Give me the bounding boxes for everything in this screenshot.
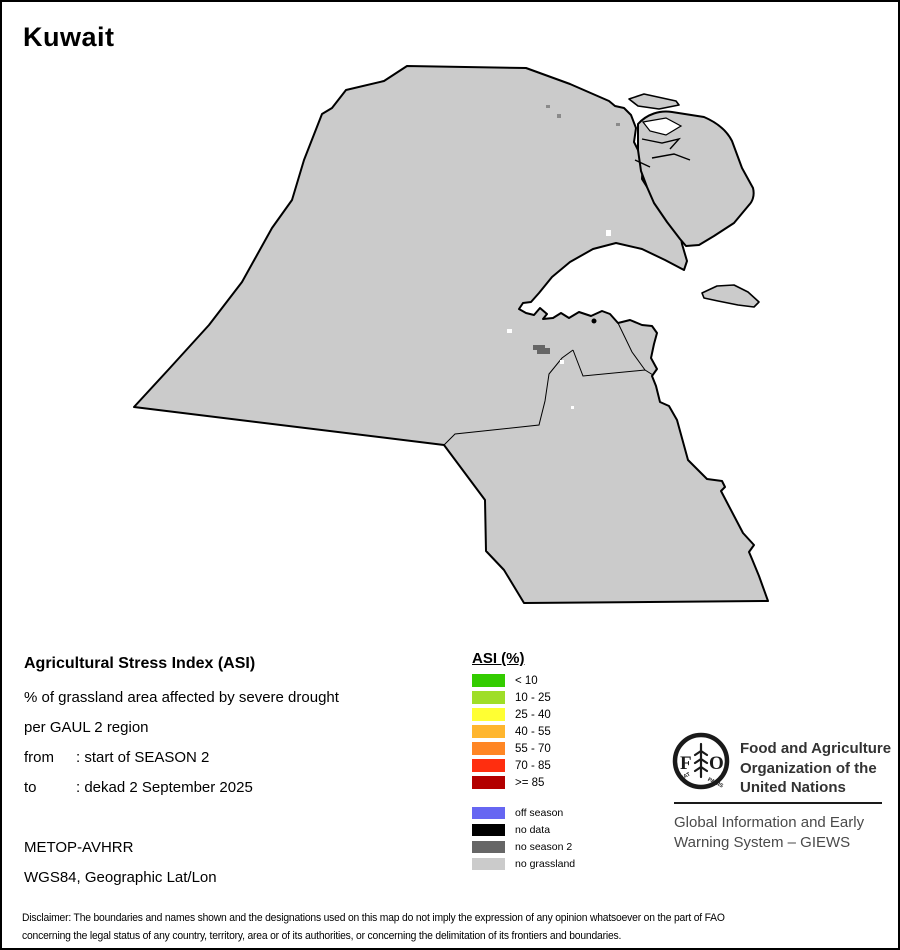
internal-border-north-south	[443, 349, 574, 446]
tidal-creek-line	[641, 137, 682, 150]
legend-row: >= 85	[472, 774, 551, 791]
fao-org-name: Food and Agriculture Organization of the…	[740, 739, 898, 798]
giews-line: Warning System – GIEWS	[674, 834, 851, 851]
legend-swatch	[472, 857, 505, 870]
asi-subtitle-2: per GAUL 2 region	[24, 719, 149, 736]
from-label: from	[24, 749, 54, 766]
asi-heading: Agricultural Stress Index (ASI)	[24, 655, 256, 672]
fao-org-line: Food and Agriculture	[740, 740, 892, 757]
to-value: : dekad 2 September 2025	[76, 779, 253, 796]
legend-swatch	[472, 691, 505, 704]
map-speck	[606, 230, 611, 236]
to-label: to	[24, 779, 37, 796]
fao-logo-letter-o: O	[709, 753, 724, 774]
map-speck	[507, 329, 512, 333]
legend-swatch	[472, 725, 505, 738]
tidal-creek-line	[634, 159, 651, 168]
giews-line: Global Information and Early	[674, 814, 865, 831]
legend-swatch	[472, 708, 505, 721]
fao-org-line: Organization of the	[740, 759, 877, 777]
legend-row: 70 - 85	[472, 757, 551, 774]
legend-label: >= 85	[515, 776, 545, 789]
legend-label: < 10	[515, 674, 538, 687]
map-speck	[571, 406, 574, 409]
fao-motto-fiat: FIAT	[678, 771, 692, 782]
legend-swatch	[472, 742, 505, 755]
fao-org-line: United Nations	[740, 779, 846, 796]
warbah-island	[628, 93, 680, 110]
legend-row: 10 - 25	[472, 689, 551, 706]
map-speck	[616, 123, 620, 126]
fao-divider	[674, 802, 882, 804]
disclaimer-line: Disclaimer: The boundaries and names sho…	[22, 912, 725, 924]
islet-dot	[591, 318, 597, 324]
period-to: to : dekad 2 September 2025	[24, 779, 253, 796]
projection-label: WGS84, Geographic Lat/Lon	[24, 869, 217, 886]
asi-subtitle-1: % of grassland area affected by severe d…	[24, 689, 339, 706]
legend-row: no season 2	[472, 838, 575, 855]
legend-label: 10 - 25	[515, 691, 551, 704]
map-speck	[557, 114, 561, 118]
internal-border-metro	[572, 349, 654, 377]
sensor-label: METOP-AVHRR	[24, 839, 134, 856]
from-value: : start of SEASON 2	[76, 749, 210, 766]
tidal-creek-line	[651, 153, 691, 161]
no-season2-patch	[533, 345, 550, 354]
legend-label: no season 2	[515, 840, 573, 853]
failaka-island	[701, 284, 760, 308]
legend-swatch	[472, 674, 505, 687]
legend-label: 25 - 40	[515, 708, 551, 721]
legend-asi-classes: < 10 10 - 25 25 - 40 40 - 55 55 - 70 70 - 85 >…	[472, 672, 551, 791]
disclaimer: Disclaimer: The boundaries and names sho…	[22, 910, 882, 945]
tidal-creeks	[641, 117, 683, 136]
disclaimer-line: concerning the legal status of any count…	[22, 929, 622, 942]
legend-label: off season	[515, 806, 564, 819]
map-speck	[560, 360, 564, 364]
map-speck	[546, 105, 550, 108]
legend-label: no data	[515, 823, 551, 836]
legend-row: < 10	[472, 672, 551, 689]
legend-row: 40 - 55	[472, 723, 551, 740]
internal-border-metro	[617, 322, 646, 371]
bubiyan-island	[637, 110, 755, 247]
legend-label: 55 - 70	[515, 742, 551, 755]
legend-heading: ASI (%)	[472, 650, 525, 667]
period-from: from : start of SEASON 2	[24, 749, 209, 766]
legend-label: no grassland	[515, 857, 576, 870]
legend-other-classes: off season no data no season 2 no grassland	[472, 804, 575, 872]
page-title: Kuwait	[23, 22, 115, 52]
legend-label: 70 - 85	[515, 759, 551, 772]
legend-row: no grassland	[472, 855, 575, 872]
legend-label: 40 - 55	[515, 725, 551, 738]
legend-row: off season	[472, 804, 575, 821]
giews-name: Global Information and Early Warning Sys…	[674, 813, 894, 853]
legend-swatch	[472, 776, 505, 789]
legend-swatch	[472, 823, 505, 836]
fao-logo: F O FIAT PANIS	[672, 732, 730, 790]
wheat-ear-icon	[693, 742, 709, 779]
legend-row: 55 - 70	[472, 740, 551, 757]
legend-swatch	[472, 840, 505, 853]
fao-logo-letter-f: F	[680, 753, 692, 774]
legend-swatch	[472, 759, 505, 772]
legend-row: no data	[472, 821, 575, 838]
legend-row: 25 - 40	[472, 706, 551, 723]
legend-swatch	[472, 806, 505, 819]
